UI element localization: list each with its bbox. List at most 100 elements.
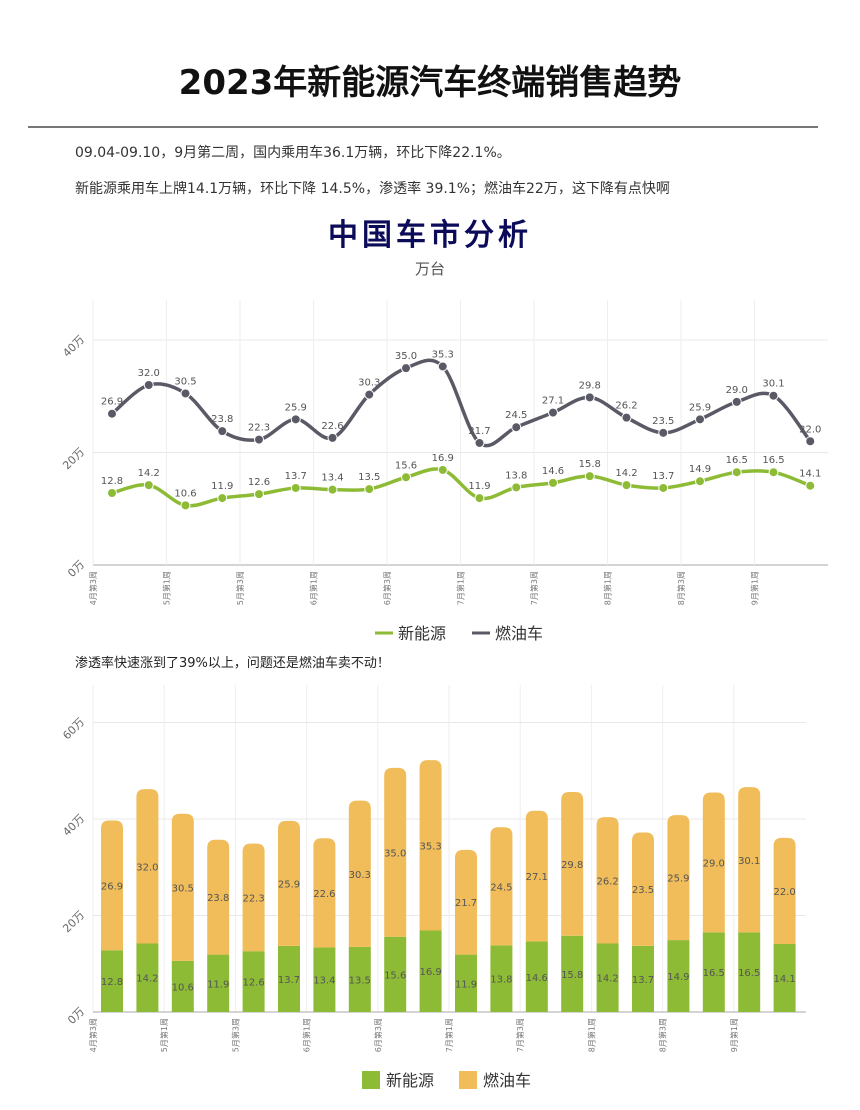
bar-nev <box>561 935 584 1012</box>
data-label-nev: 14.2 <box>136 974 158 985</box>
summary-line-1: 09.04-09.10，9月第二周，国内乘用车36.1万辆，环比下降22.1%。 <box>75 145 511 161</box>
data-label-ice: 27.1 <box>526 872 548 883</box>
data-point <box>621 480 632 491</box>
data-point <box>548 407 558 418</box>
legend-swatch-ice <box>459 1071 477 1089</box>
data-point <box>805 436 816 447</box>
data-label: 21.7 <box>468 426 490 437</box>
data-label: 22.3 <box>248 423 270 434</box>
data-label-nev: 14.6 <box>526 973 548 984</box>
bar-ice <box>348 800 371 947</box>
data-label-ice: 29.8 <box>561 860 583 871</box>
bar-ice <box>207 839 230 955</box>
data-point <box>658 482 669 493</box>
data-label: 14.1 <box>799 469 821 480</box>
data-label-nev: 16.5 <box>703 968 725 979</box>
data-label: 25.9 <box>689 402 711 413</box>
bar-nev <box>348 946 371 1012</box>
bar-ice <box>242 843 265 952</box>
data-label-ice: 30.3 <box>349 870 371 881</box>
bar-ice <box>525 810 548 942</box>
legend-swatch-nev <box>362 1071 380 1089</box>
data-label: 22.6 <box>321 421 343 432</box>
y-tick-label: 40万 <box>60 333 87 360</box>
x-tick-label: 7月第1周 <box>444 1018 454 1052</box>
data-point <box>437 361 448 372</box>
bar-nev <box>313 947 336 1012</box>
bar-nev <box>702 932 725 1012</box>
data-point <box>695 414 705 425</box>
x-tick-label: 7月第1周 <box>456 571 466 605</box>
bar-nev <box>596 943 619 1012</box>
data-label: 13.4 <box>321 473 343 484</box>
data-label-ice: 26.2 <box>596 876 618 887</box>
x-tick-label: 9月第1周 <box>750 571 760 605</box>
y-tick-label: 20万 <box>60 908 87 935</box>
x-tick-label: 7月第3周 <box>515 1018 525 1052</box>
data-label-ice: 23.8 <box>207 893 229 904</box>
data-point <box>584 392 595 403</box>
data-label-nev: 15.8 <box>561 970 583 981</box>
data-label-nev: 10.6 <box>172 982 194 993</box>
line-chart: 0万 20万 40万 4月第3周 5月第1周 5月第3周 6月第1周 6月第3周 7月第1周 7月… <box>60 300 828 643</box>
data-label-ice: 25.9 <box>278 879 300 890</box>
data-label: 29.0 <box>726 385 748 396</box>
data-label-nev: 13.5 <box>349 975 371 986</box>
data-point <box>327 432 338 443</box>
x-tick-label: 5月第1周 <box>162 571 172 605</box>
data-point <box>364 389 375 400</box>
bar-ice <box>171 813 194 961</box>
data-label: 14.2 <box>138 468 160 479</box>
data-point <box>327 484 338 495</box>
chart-note: 渗透率快速涨到了39%以上，问题还是燃油车卖不动！ <box>75 656 390 671</box>
data-point <box>217 426 228 437</box>
x-tick-label: 4月第3周 <box>88 1018 98 1052</box>
x-tick-label: 8月第3周 <box>658 1018 668 1052</box>
data-label-ice: 24.5 <box>490 882 512 893</box>
data-point <box>437 464 448 475</box>
data-label-ice: 29.0 <box>703 858 725 869</box>
data-point <box>107 488 117 498</box>
data-point <box>254 434 264 445</box>
data-point <box>180 388 191 399</box>
data-point <box>290 414 301 425</box>
data-label: 15.8 <box>579 459 601 470</box>
data-label-nev: 16.5 <box>738 968 760 979</box>
bar-nev <box>525 941 548 1012</box>
bar-ice <box>773 837 796 944</box>
bar-ice <box>738 787 761 933</box>
data-label: 14.9 <box>689 464 711 475</box>
data-label: 30.5 <box>174 376 196 387</box>
data-point <box>217 493 228 504</box>
bar-ice <box>596 817 619 944</box>
data-label-ice: 21.7 <box>455 898 477 909</box>
x-tick-label: 4月第3周 <box>88 571 98 605</box>
data-point <box>511 482 522 493</box>
data-label-nev: 11.9 <box>207 979 229 990</box>
y-tick-label: 20万 <box>60 445 87 472</box>
data-point <box>768 390 779 401</box>
data-label: 15.6 <box>395 460 417 471</box>
bar-ice <box>455 849 477 955</box>
bar-ice <box>490 827 513 946</box>
x-tick-label: 5月第3周 <box>230 1018 240 1052</box>
x-tick-label: 8月第1周 <box>603 571 613 605</box>
data-label: 27.1 <box>542 396 564 407</box>
page-title: 2023年新能源汽车终端销售趋势 <box>178 63 682 103</box>
bar-nev <box>278 945 300 1012</box>
x-tick-label: 5月第1周 <box>159 1018 169 1052</box>
data-point <box>805 480 816 491</box>
legend-label-nev: 新能源 <box>398 624 446 643</box>
bar-ice <box>419 760 442 931</box>
bar-nev <box>667 940 690 1012</box>
x-tick-label: 9月第1周 <box>729 1018 739 1052</box>
unit-label: 万台 <box>414 260 445 278</box>
bar-ice <box>313 838 336 948</box>
data-label-ice: 26.9 <box>101 881 123 892</box>
data-label: 11.9 <box>211 481 233 492</box>
x-tick-label: 7月第3周 <box>529 571 539 605</box>
data-point <box>143 480 154 491</box>
data-label: 16.9 <box>432 453 454 464</box>
data-point <box>364 484 375 495</box>
data-label: 12.6 <box>248 477 270 488</box>
